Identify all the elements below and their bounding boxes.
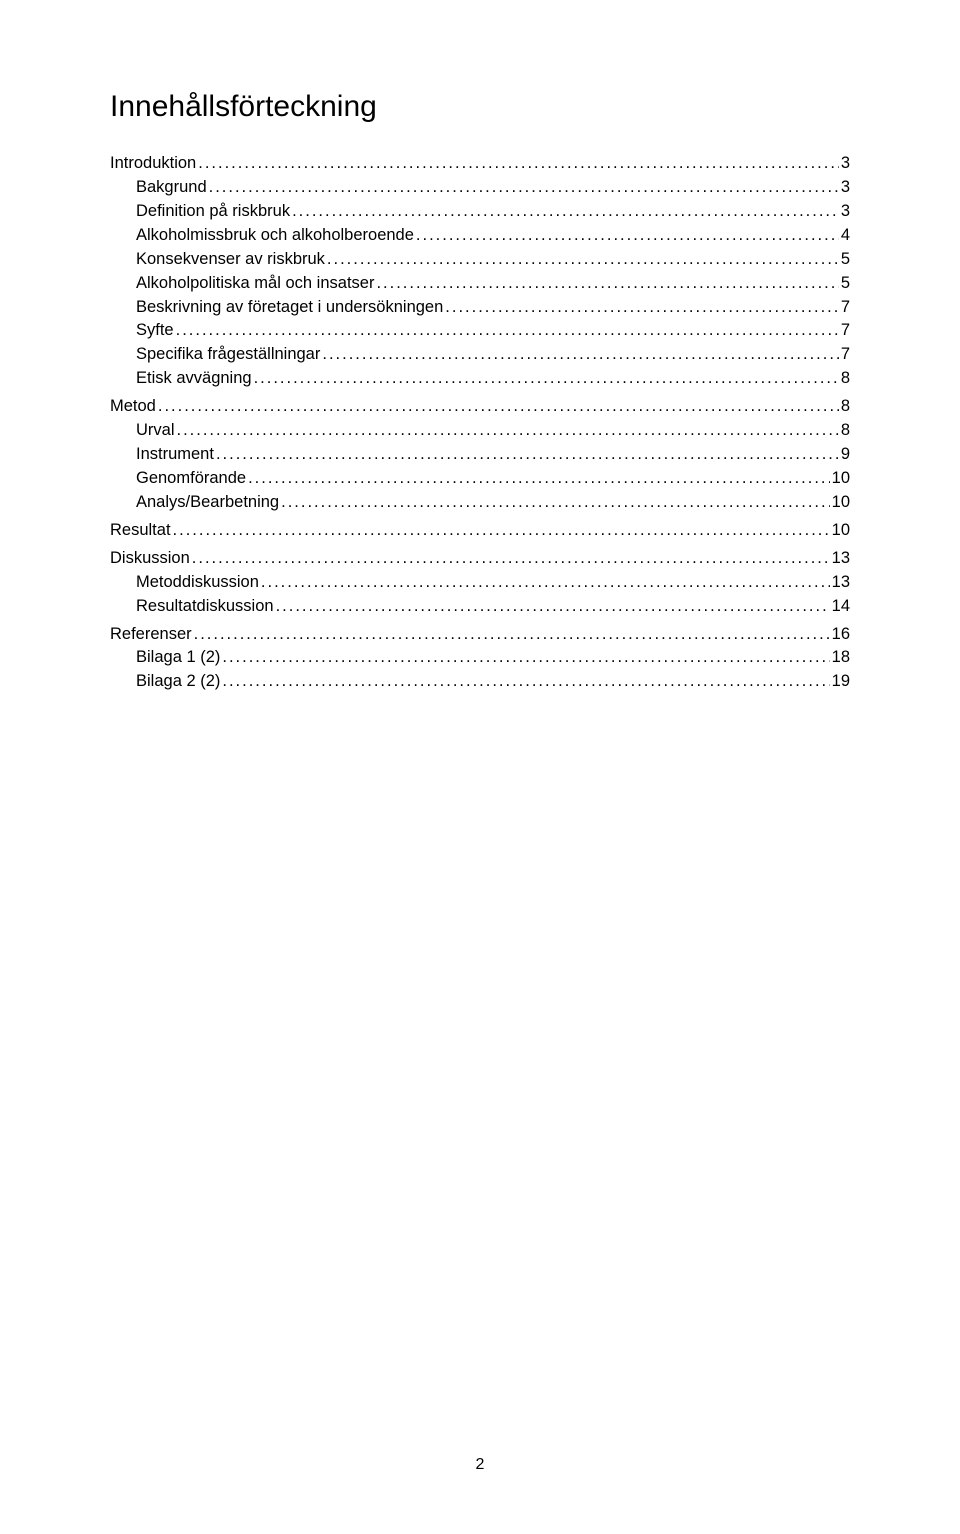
toc-entry-label: Genomförande — [136, 467, 246, 491]
toc-entry-page: 9 — [841, 443, 850, 467]
toc-leader-dots — [192, 547, 830, 571]
toc-leader-dots — [177, 419, 839, 443]
toc-leader-dots — [327, 248, 839, 272]
toc-entry: Bakgrund 3 — [136, 176, 850, 200]
toc-entry: Specifika frågeställningar 7 — [136, 343, 850, 367]
toc-entry-page: 14 — [832, 595, 850, 619]
toc-leader-dots — [254, 367, 839, 391]
toc-entry-label: Resultat — [110, 519, 171, 543]
toc-leader-dots — [216, 443, 839, 467]
toc-entry-label: Diskussion — [110, 547, 190, 571]
toc-entry: Beskrivning av företaget i undersökninge… — [136, 296, 850, 320]
toc-entry: Metoddiskussion 13 — [136, 571, 850, 595]
toc-entry: Genomförande 10 — [136, 467, 850, 491]
toc-entry: Resultatdiskussion 14 — [136, 595, 850, 619]
toc-leader-dots — [158, 395, 839, 419]
toc-entry-page: 19 — [832, 670, 850, 694]
toc-entry-label: Specifika frågeställningar — [136, 343, 320, 367]
toc-entry-page: 10 — [832, 467, 850, 491]
toc-leader-dots — [281, 491, 830, 515]
toc-entry: Bilaga 1 (2) 18 — [136, 646, 850, 670]
toc-entry-page: 4 — [841, 224, 850, 248]
toc-entry-label: Metod — [110, 395, 156, 419]
toc-leader-dots — [173, 519, 830, 543]
toc-entry-label: Bilaga 1 (2) — [136, 646, 220, 670]
toc-entry-label: Bilaga 2 (2) — [136, 670, 220, 694]
toc-title: Innehållsförteckning — [110, 90, 850, 124]
toc-leader-dots — [222, 670, 829, 694]
toc-entry: Metod 8 — [110, 395, 850, 419]
toc-list: Introduktion3Bakgrund3Definition på risk… — [110, 152, 850, 694]
toc-leader-dots — [209, 176, 839, 200]
toc-entry-page: 3 — [841, 152, 850, 176]
toc-leader-dots — [376, 272, 838, 296]
toc-entry-label: Definition på riskbruk — [136, 200, 290, 224]
toc-entry: Etisk avvägning 8 — [136, 367, 850, 391]
toc-entry: Syfte 7 — [136, 319, 850, 343]
toc-entry-label: Alkoholpolitiska mål och insatser — [136, 272, 374, 296]
toc-entry-label: Etisk avvägning — [136, 367, 252, 391]
toc-entry-page: 3 — [841, 176, 850, 200]
toc-entry-page: 3 — [841, 200, 850, 224]
toc-entry: Introduktion 3 — [110, 152, 850, 176]
toc-entry-label: Konsekvenser av riskbruk — [136, 248, 325, 272]
toc-entry-page: 5 — [841, 248, 850, 272]
toc-leader-dots — [248, 467, 830, 491]
toc-entry-page: 10 — [832, 491, 850, 515]
toc-entry-page: 8 — [841, 419, 850, 443]
toc-entry: Alkoholmissbruk och alkoholberoende 4 — [136, 224, 850, 248]
toc-leader-dots — [322, 343, 838, 367]
toc-leader-dots — [222, 646, 829, 670]
toc-entry-page: 8 — [841, 367, 850, 391]
toc-entry-label: Bakgrund — [136, 176, 207, 200]
toc-entry-page: 18 — [832, 646, 850, 670]
toc-entry: Referenser 16 — [110, 623, 850, 647]
toc-entry-page: 13 — [832, 571, 850, 595]
page-container: Innehållsförteckning Introduktion3Bakgru… — [0, 0, 960, 1534]
toc-entry-label: Introduktion — [110, 152, 196, 176]
toc-entry: Resultat 10 — [110, 519, 850, 543]
toc-entry-page: 7 — [841, 296, 850, 320]
toc-entry-label: Alkoholmissbruk och alkoholberoende — [136, 224, 414, 248]
toc-entry: Konsekvenser av riskbruk 5 — [136, 248, 850, 272]
toc-leader-dots — [445, 296, 839, 320]
toc-leader-dots — [198, 152, 839, 176]
toc-leader-dots — [276, 595, 830, 619]
toc-entry-label: Urval — [136, 419, 175, 443]
toc-leader-dots — [416, 224, 839, 248]
toc-entry-label: Beskrivning av företaget i undersökninge… — [136, 296, 443, 320]
toc-entry-label: Referenser — [110, 623, 192, 647]
toc-entry-page: 10 — [832, 519, 850, 543]
toc-entry-label: Analys/Bearbetning — [136, 491, 279, 515]
toc-entry-page: 5 — [841, 272, 850, 296]
toc-entry: Bilaga 2 (2) 19 — [136, 670, 850, 694]
page-number: 2 — [0, 1456, 960, 1474]
toc-entry: Alkoholpolitiska mål och insatser 5 — [136, 272, 850, 296]
toc-entry-label: Resultatdiskussion — [136, 595, 274, 619]
toc-entry-page: 16 — [832, 623, 850, 647]
toc-entry: Instrument 9 — [136, 443, 850, 467]
toc-entry-page: 7 — [841, 319, 850, 343]
toc-entry: Diskussion 13 — [110, 547, 850, 571]
toc-entry-label: Metoddiskussion — [136, 571, 259, 595]
toc-leader-dots — [176, 319, 839, 343]
toc-leader-dots — [194, 623, 830, 647]
toc-entry-page: 8 — [841, 395, 850, 419]
toc-leader-dots — [261, 571, 830, 595]
toc-entry-label: Instrument — [136, 443, 214, 467]
toc-entry: Analys/Bearbetning 10 — [136, 491, 850, 515]
toc-entry: Urval 8 — [136, 419, 850, 443]
toc-entry: Definition på riskbruk 3 — [136, 200, 850, 224]
toc-leader-dots — [292, 200, 839, 224]
toc-entry-page: 7 — [841, 343, 850, 367]
toc-entry-page: 13 — [832, 547, 850, 571]
toc-entry-label: Syfte — [136, 319, 174, 343]
